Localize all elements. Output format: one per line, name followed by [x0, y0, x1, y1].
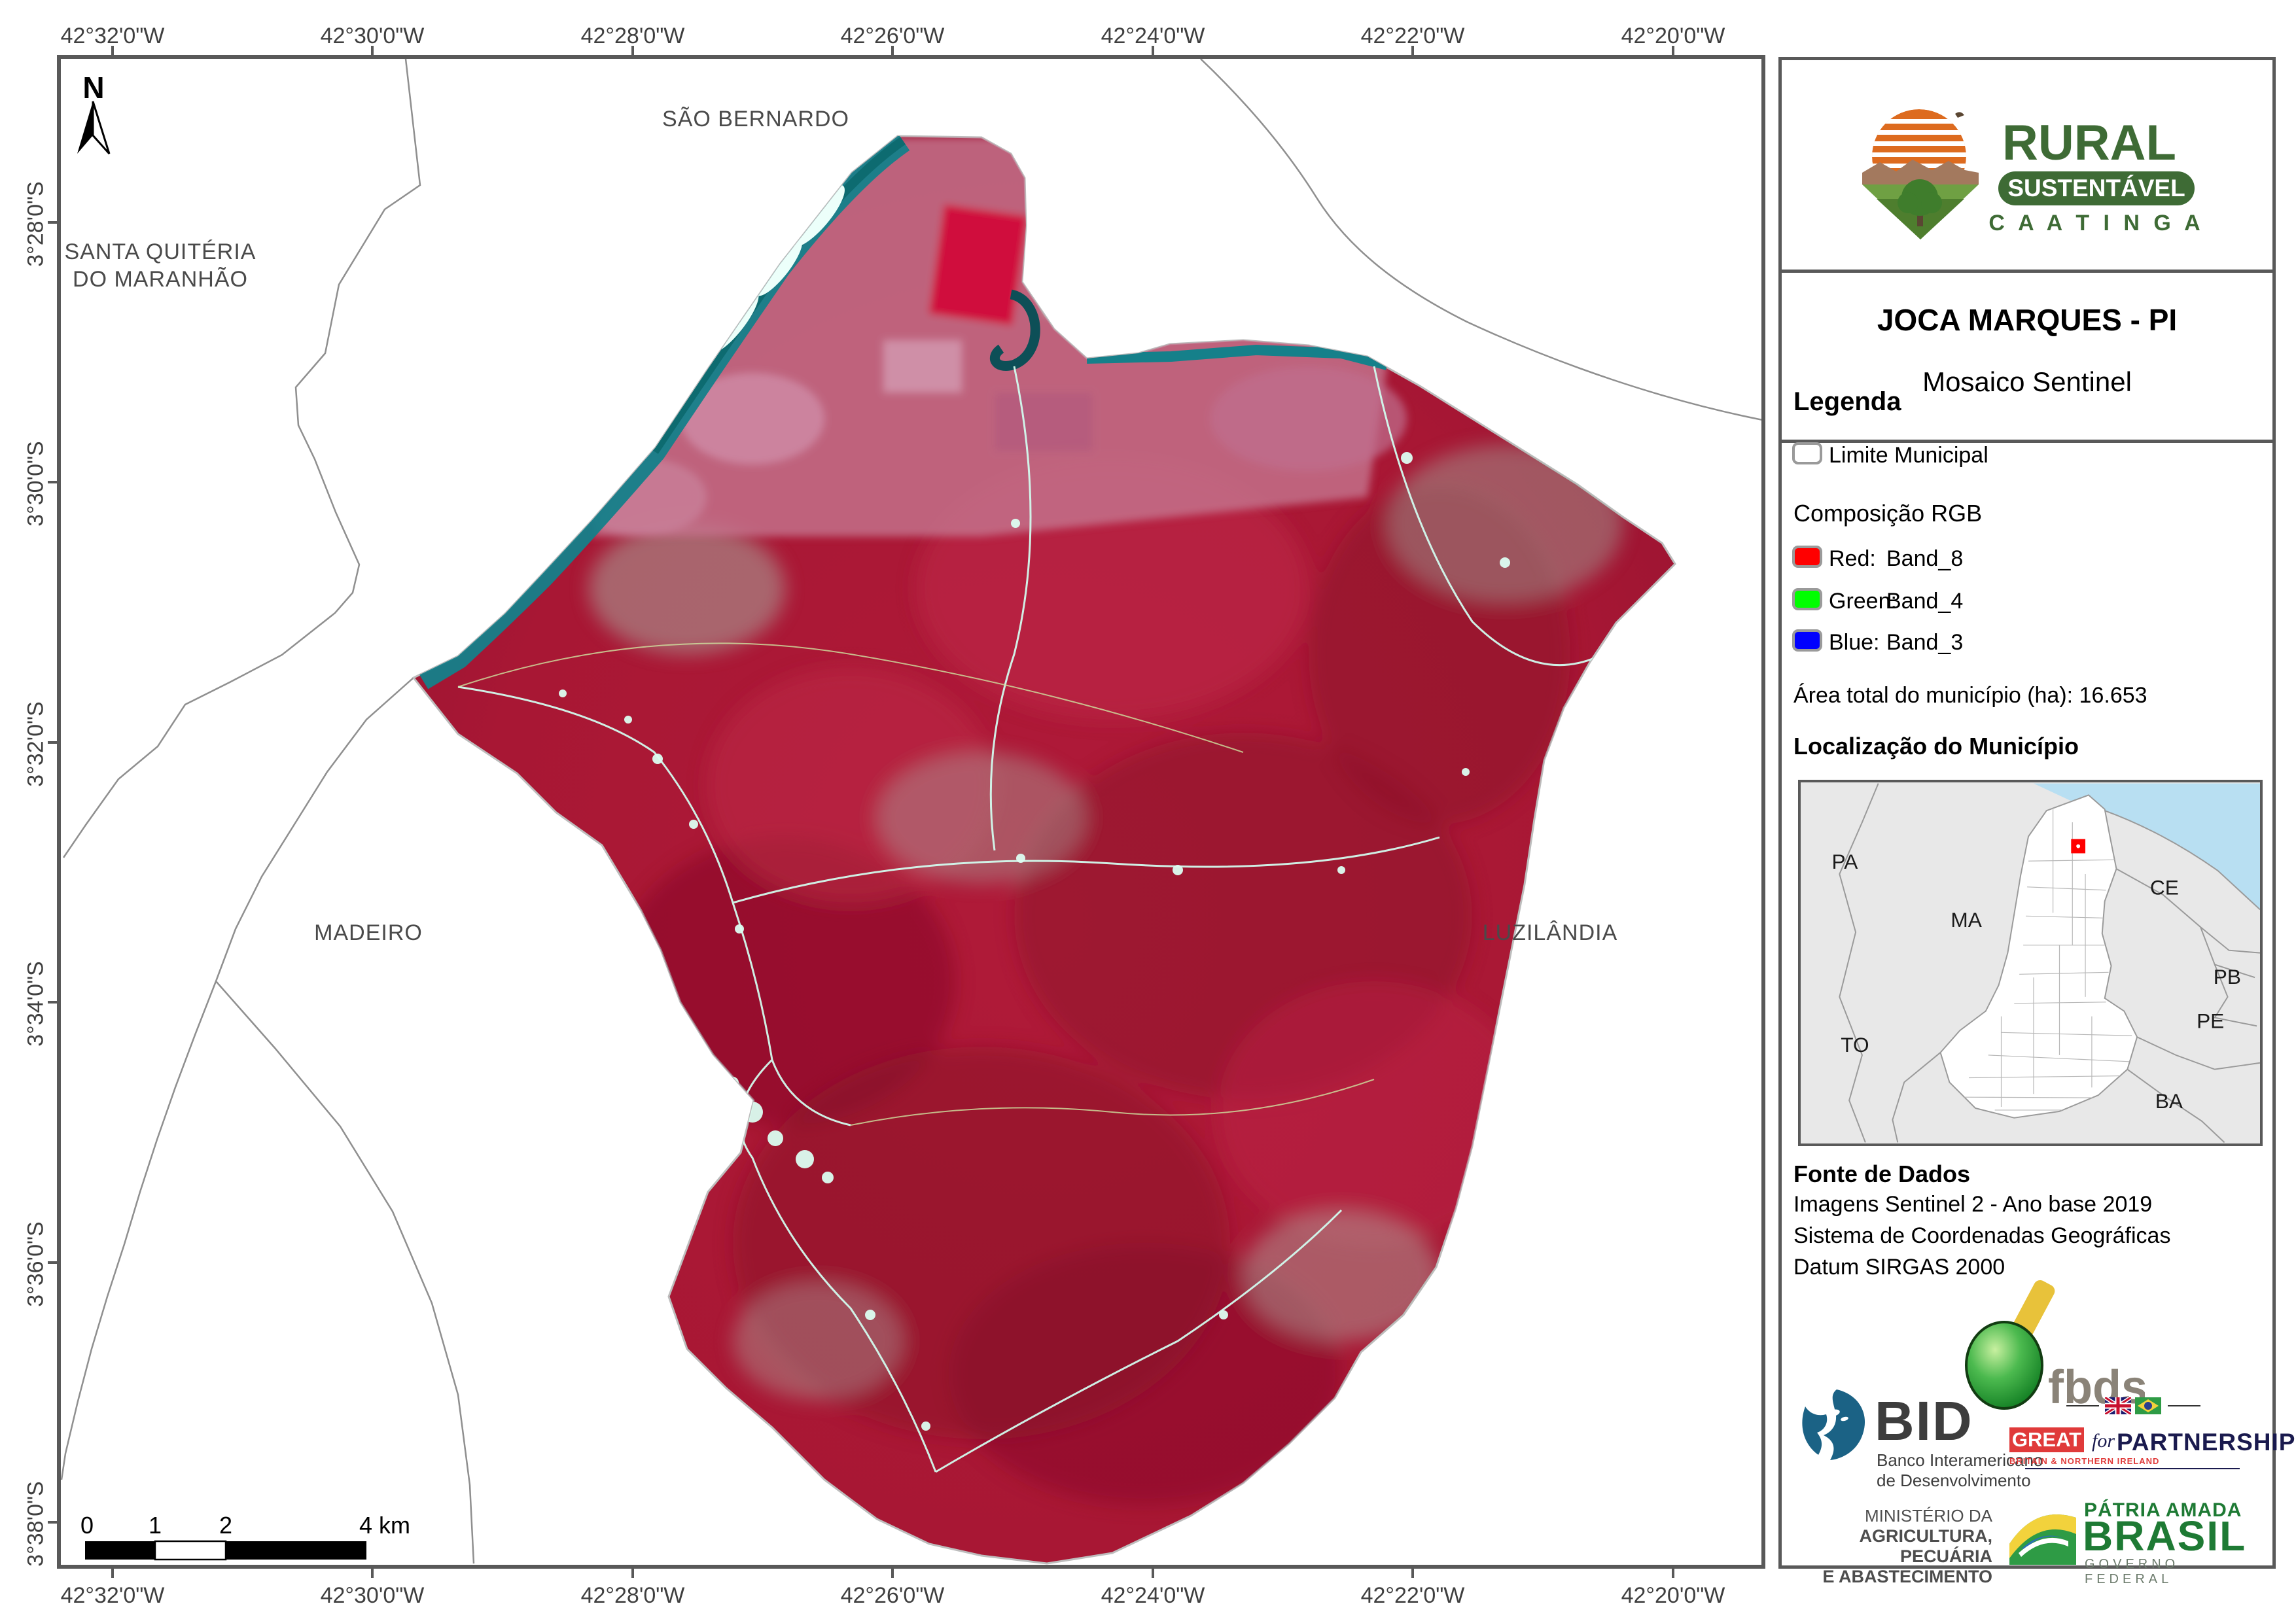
lon-label-top: 42°32'0"W: [60, 24, 165, 48]
neighbor-labels: SÃO BERNARDO SANTA QUITÉRIA DO MARANHÃO …: [65, 107, 1618, 945]
svg-text:MA: MA: [1951, 908, 1982, 932]
red-swatch: [1792, 546, 1822, 568]
piaui-state: [1939, 794, 2138, 1119]
fonte-line-1: Imagens Sentinel 2 - Ano base 2019: [1793, 1192, 2153, 1217]
label-luzilandia: LUZILÂNDIA: [1483, 920, 1618, 945]
lat-label: 3°36'0"S: [23, 1221, 48, 1307]
municipal-mesh: [1962, 796, 2132, 1111]
svg-text:PB: PB: [2214, 965, 2241, 988]
lat-label: 3°34'0"S: [23, 961, 48, 1047]
bid-logo-icon: [1802, 1389, 1865, 1460]
north-arrow: N: [77, 71, 111, 154]
svg-text:2: 2: [219, 1512, 232, 1539]
lon-label-top: 42°30'0"W: [320, 24, 425, 48]
lon-label-top: 42°20'0"W: [1621, 24, 1725, 48]
label-santa-quiteria-2: DO MARANHÃO: [73, 267, 248, 292]
label-sao-bernardo: SÃO BERNARDO: [662, 107, 849, 131]
state-labels: PA MA CE PB PE TO BA: [1831, 850, 2241, 1113]
ministry-text: MINISTÉRIO DA AGRICULTURA, PECUÁRIA E AB…: [1822, 1506, 1992, 1586]
legend-item-red: Red: Band_8: [1782, 544, 2272, 573]
great-logo: GREAT: [2009, 1427, 2084, 1452]
bid-sub: Banco Interamericano de Desenvolvimento: [1877, 1450, 2043, 1490]
brazil-flag-icon: [2135, 1397, 2161, 1414]
inset-heading: Localização do Município: [1793, 733, 2079, 759]
uk-flag-icon: [2105, 1397, 2131, 1414]
rural-sustentavel-logo: RURAL SUSTENTÁVEL C A A T I N G A: [1862, 109, 2204, 239]
fonte-heading: Fonte de Dados: [1793, 1161, 1971, 1187]
lon-label-bottom: 42°26'0"W: [840, 1583, 945, 1608]
neighbor-boundaries: [61, 59, 1761, 1564]
lon-label-top: 42°28'0"W: [580, 24, 685, 48]
lat-label: 3°32'0"S: [23, 701, 48, 787]
limite-swatch: [1792, 442, 1822, 464]
legend-item-blue: Blue: Band_3: [1782, 628, 2272, 657]
fonte-line-2: Sistema de Coordenadas Geográficas: [1793, 1223, 2171, 1248]
lon-label-top: 42°26'0"W: [840, 24, 945, 48]
green-swatch: [1792, 588, 1822, 610]
map-subtitle: Mosaico Sentinel: [1922, 366, 2132, 397]
svg-text:RURAL: RURAL: [2002, 115, 2176, 171]
legend-composicao: Composição RGB: [1793, 500, 1983, 527]
svg-text:CE: CE: [2150, 876, 2179, 899]
patria-flag-icon: [2009, 1498, 2076, 1565]
svg-text:TO: TO: [1841, 1033, 1869, 1056]
scale-bar: 0 1 2 4 km: [80, 1512, 410, 1561]
map-title: JOCA MARQUES - PI: [1877, 303, 2178, 337]
svg-text:1: 1: [149, 1512, 162, 1539]
lon-label-bottom: 42°22'0"W: [1360, 1583, 1465, 1608]
bid-logo-text: BID: [1875, 1390, 1973, 1452]
label-santa-quiteria-1: SANTA QUITÉRIA: [65, 239, 256, 264]
patria-amada: PÁTRIA AMADA: [2084, 1499, 2242, 1521]
lat-label: 3°28'0"S: [23, 181, 48, 267]
lon-label-bottom: 42°20'0"W: [1621, 1583, 1725, 1608]
map-canvas: SÃO BERNARDO SANTA QUITÉRIA DO MARANHÃO …: [61, 59, 1761, 1565]
lon-label-top: 42°24'0"W: [1101, 24, 1205, 48]
fonte-line-3: Datum SIRGAS 2000: [1793, 1255, 2005, 1280]
great-sub: BRITAIN & NORTHERN IRELAND: [2009, 1456, 2160, 1466]
blue-swatch: [1792, 629, 1822, 652]
svg-text:BA: BA: [2155, 1089, 2183, 1113]
label-madeiro: MADEIRO: [314, 920, 423, 945]
lat-label: 3°38'0"S: [23, 1481, 48, 1567]
svg-text:0: 0: [80, 1512, 94, 1539]
lat-label: 3°30'0"S: [23, 441, 48, 527]
flag-rule-left: [2066, 1405, 2099, 1406]
lon-label-bottom: 42°30'0"W: [320, 1583, 425, 1608]
svg-text:PE: PE: [2197, 1009, 2224, 1032]
flag-rule-right: [2168, 1405, 2200, 1406]
satellite-imagery: [415, 136, 1623, 1505]
state-boundaries: [1839, 783, 2261, 1143]
great-for: for: [2092, 1430, 2115, 1452]
svg-text:4 km: 4 km: [359, 1512, 410, 1539]
great-partnership: PARTNERSHIP: [2117, 1429, 2296, 1456]
lon-label-bottom: 42°32'0"W: [60, 1583, 165, 1608]
patria-brasil: BRASIL: [2083, 1512, 2247, 1560]
legend-item-limite: Limite Municipal: [1782, 441, 2272, 470]
svg-text:SUSTENTÁVEL: SUSTENTÁVEL: [2007, 175, 2185, 201]
ocean: [2033, 783, 2260, 910]
lon-label-bottom: 42°24'0"W: [1101, 1583, 1205, 1608]
svg-text:C A A T I N G A: C A A T I N G A: [1988, 211, 2204, 236]
side-panel: RURAL SUSTENTÁVEL C A A T I N G A JOCA M…: [1778, 57, 2295, 1586]
inset-map: PA MA CE PB PE TO BA: [1798, 780, 2263, 1146]
svg-text:PA: PA: [1831, 850, 1858, 873]
lon-label-top: 42°22'0"W: [1360, 24, 1465, 48]
svg-text:N: N: [82, 71, 104, 105]
area-total: Área total do município (ha): 16.653: [1793, 683, 2147, 708]
partnership-rule: [2025, 1468, 2240, 1469]
governo-federal: GOVERNO FEDERAL: [2085, 1557, 2180, 1586]
lon-label-bottom: 42°28'0"W: [580, 1583, 685, 1608]
legend-heading: Legenda: [1793, 387, 1901, 416]
legend-item-green: Green: Band_4: [1782, 587, 2272, 616]
